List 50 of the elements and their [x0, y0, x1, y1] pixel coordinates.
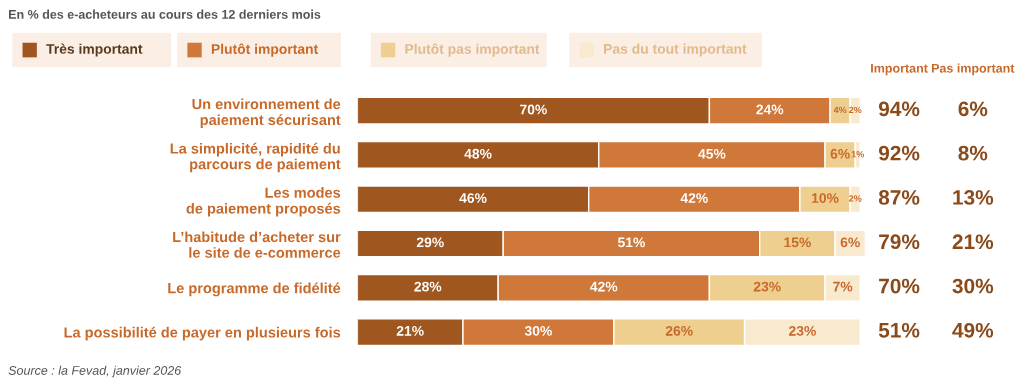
y-tick-label: L’habitude d’acheter sur le site de e-commerce	[173, 231, 341, 258]
text: 51%	[878, 322, 920, 338]
text: Pas important	[931, 63, 1015, 76]
data-label: 26%	[665, 325, 693, 336]
y-tick-label: Un environnement de paiement sécurisant	[192, 98, 341, 128]
data-label: 23%	[753, 281, 781, 292]
legend-label: Plutôt pas important	[405, 43, 540, 57]
y-tick-label: La possibilité de payer en plusieurs fois	[64, 326, 341, 341]
y-tick-label: Le programme de fidélité	[168, 282, 341, 297]
text: 8%	[958, 145, 988, 161]
text: 79%	[879, 234, 920, 250]
source-note: Source : la Fevad, janvier 2026	[8, 365, 182, 378]
data-label: 42%	[590, 281, 618, 292]
data-label: 21%	[396, 325, 424, 336]
text: En % des e-acheteurs au cours des 12 derniers mois	[9, 9, 321, 19]
data-label: 28%	[414, 281, 442, 292]
data-label: 2%	[849, 106, 862, 114]
data-label: 30%	[524, 325, 552, 336]
text: 70%	[879, 278, 920, 294]
text: 87%	[878, 190, 920, 205]
legend-label: Très important	[46, 43, 143, 57]
data-label: 29%	[416, 237, 444, 248]
data-label: 7%	[833, 281, 853, 292]
data-label: 45%	[698, 148, 726, 159]
data-label: 1%	[851, 151, 865, 158]
data-label: 51%	[617, 237, 645, 248]
text: 49%	[952, 322, 994, 338]
data-label: 46%	[459, 193, 487, 203]
data-label: 6%	[830, 148, 850, 159]
y-tick-label: La simplicité, rapidité du parcours de paiement	[170, 142, 341, 173]
legend-label: Pas du tout important	[604, 43, 747, 57]
text: Important	[871, 63, 928, 76]
data-label: 70%	[520, 104, 547, 115]
text: 94%	[878, 101, 920, 117]
data-label: 24%	[756, 104, 784, 115]
legend-label: Plutôt important	[211, 43, 319, 57]
y-tick-label: Les modes de paiement proposés	[186, 187, 341, 217]
text: 13%	[953, 190, 994, 205]
data-label: 15%	[784, 237, 811, 248]
data-label: 10%	[812, 193, 839, 203]
data-label: 6%	[840, 237, 860, 248]
text: 21%	[952, 234, 994, 250]
data-label: 48%	[464, 148, 492, 159]
text: 30%	[952, 278, 994, 294]
data-label: 23%	[789, 325, 816, 336]
text: 92%	[878, 145, 920, 161]
data-label: 2%	[849, 195, 862, 202]
data-label: 4%	[833, 106, 847, 114]
text: 6%	[958, 101, 988, 117]
data-label: 42%	[680, 193, 708, 203]
